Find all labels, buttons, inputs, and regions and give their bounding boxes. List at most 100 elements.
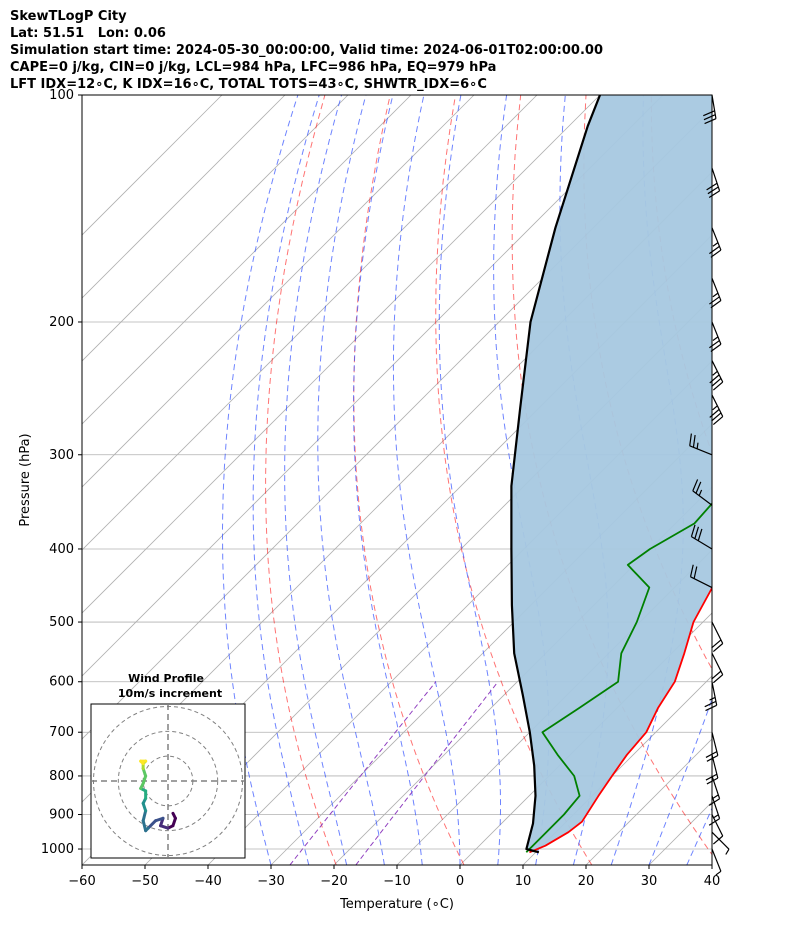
barb-flag (697, 528, 703, 541)
y-tick-label: 700 (49, 725, 74, 740)
barb-flag (712, 674, 724, 684)
dewpoint-line (525, 502, 712, 853)
x-tick-label: −10 (383, 874, 410, 889)
isotherm (711, 864, 712, 865)
barb-staff (711, 321, 722, 345)
wind-barb (711, 621, 724, 653)
barb-staff (711, 227, 722, 251)
barb-flag (694, 526, 700, 539)
barb-flag (710, 300, 722, 309)
y-tick-label: 500 (49, 615, 74, 630)
cape-line: CAPE=0 j/kg, CIN=0 j/kg, LCL=984 hPa, LF… (10, 60, 497, 75)
barb-half-flag (696, 442, 699, 449)
barb-staff (690, 576, 713, 589)
barb-flag (705, 751, 718, 758)
time-line: Simulation start time: 2024-05-30_00:00:… (10, 43, 603, 58)
wind-barb (711, 831, 730, 855)
barb-half-flag (712, 336, 719, 341)
barb-flag (708, 190, 720, 198)
barb-flag (695, 481, 702, 494)
barb-flag (706, 182, 718, 191)
wind-barb (709, 321, 722, 352)
barb-half-flag (712, 794, 719, 799)
isotherm (82, 95, 223, 236)
moist-adiabat (317, 95, 385, 865)
dry-adiabat (782, 95, 794, 865)
indices-line: LFT IDX=12∘C, K IDX=16∘C, TOTAL TOTS=43∘… (10, 77, 487, 92)
moist-adiabat (284, 95, 348, 865)
x-tick-label: −20 (320, 874, 347, 889)
y-axis-label: Pressure (hPa) (18, 433, 33, 526)
wind-barb (692, 479, 713, 506)
barb-flag (704, 118, 717, 125)
barb-flag (710, 343, 722, 352)
wind-barb (711, 652, 724, 684)
hodograph-title-line2: 10m/s increment (118, 687, 222, 700)
isotherm (333, 486, 712, 865)
chart-title: SkewTLogP City (10, 9, 127, 24)
temperature-line (529, 586, 712, 854)
barb-flag (693, 566, 698, 579)
y-tick-label: 600 (49, 675, 74, 690)
chart-header: SkewTLogP City Lat: 51.51 Lon: 0.06 Simu… (10, 8, 603, 93)
x-tick-label: 30 (641, 874, 658, 889)
barb-staff (711, 278, 722, 301)
y-tick-label: 400 (49, 542, 74, 557)
hodograph-plot (91, 704, 245, 858)
moist-adiabat (222, 95, 299, 865)
barb-flag (709, 374, 720, 384)
barb-half-flag (712, 405, 718, 411)
barb-flag (692, 479, 699, 492)
x-tick-label: −50 (131, 874, 158, 889)
y-tick-label: 100 (49, 88, 74, 103)
barb-flag (692, 434, 696, 448)
hodograph-segment (146, 819, 158, 830)
barb-half-flag (725, 848, 730, 855)
mixing-ratio-line (289, 681, 437, 865)
dry-adiabat (265, 95, 337, 865)
isotherm (82, 95, 601, 614)
wind-barb (704, 681, 718, 712)
wind-barb (705, 754, 719, 785)
barb-flag (712, 643, 724, 653)
barb-half-flag (715, 870, 722, 876)
barb-flag (707, 186, 719, 195)
barb-flag (711, 377, 722, 387)
cape-cin-shading (511, 95, 712, 853)
barb-flag (706, 777, 719, 785)
x-tick-label: 10 (515, 874, 532, 889)
moist-adiabat (353, 95, 423, 865)
barb-flag (708, 818, 720, 826)
hodograph-segment (141, 809, 148, 823)
wind-barb (709, 227, 722, 258)
barb-flag (705, 773, 718, 781)
x-axis-label: Temperature (∘C) (339, 897, 454, 912)
barb-flag (712, 381, 724, 391)
x-tick-label: 20 (578, 874, 595, 889)
isotherm (82, 95, 412, 425)
y-tick-label: 800 (49, 769, 74, 784)
y-tick-label: 200 (49, 315, 74, 330)
moist-adiabat (438, 95, 501, 865)
wind-barb (709, 394, 724, 426)
hodograph-title-line1: Wind Profile (128, 672, 204, 685)
barb-staff (711, 848, 722, 872)
location-line: Lat: 51.51 Lon: 0.06 (10, 26, 166, 41)
hodograph-ring (117, 730, 219, 832)
isotherm (82, 95, 538, 551)
barb-half-flag (712, 370, 718, 376)
hodograph-segment (141, 819, 148, 833)
wind-barb (706, 167, 721, 198)
x-tick-label: 0 (456, 874, 464, 889)
barb-flag (710, 249, 722, 258)
barb-flag (703, 110, 715, 117)
mixing-ratio-line (355, 681, 499, 865)
barb-flag (709, 340, 720, 349)
dry-adiabat (717, 95, 794, 865)
isotherm (82, 95, 664, 677)
barb-flag (704, 700, 717, 708)
barb-flag (689, 564, 694, 577)
x-tick-label: −60 (68, 874, 95, 889)
wind-barb (689, 564, 713, 589)
